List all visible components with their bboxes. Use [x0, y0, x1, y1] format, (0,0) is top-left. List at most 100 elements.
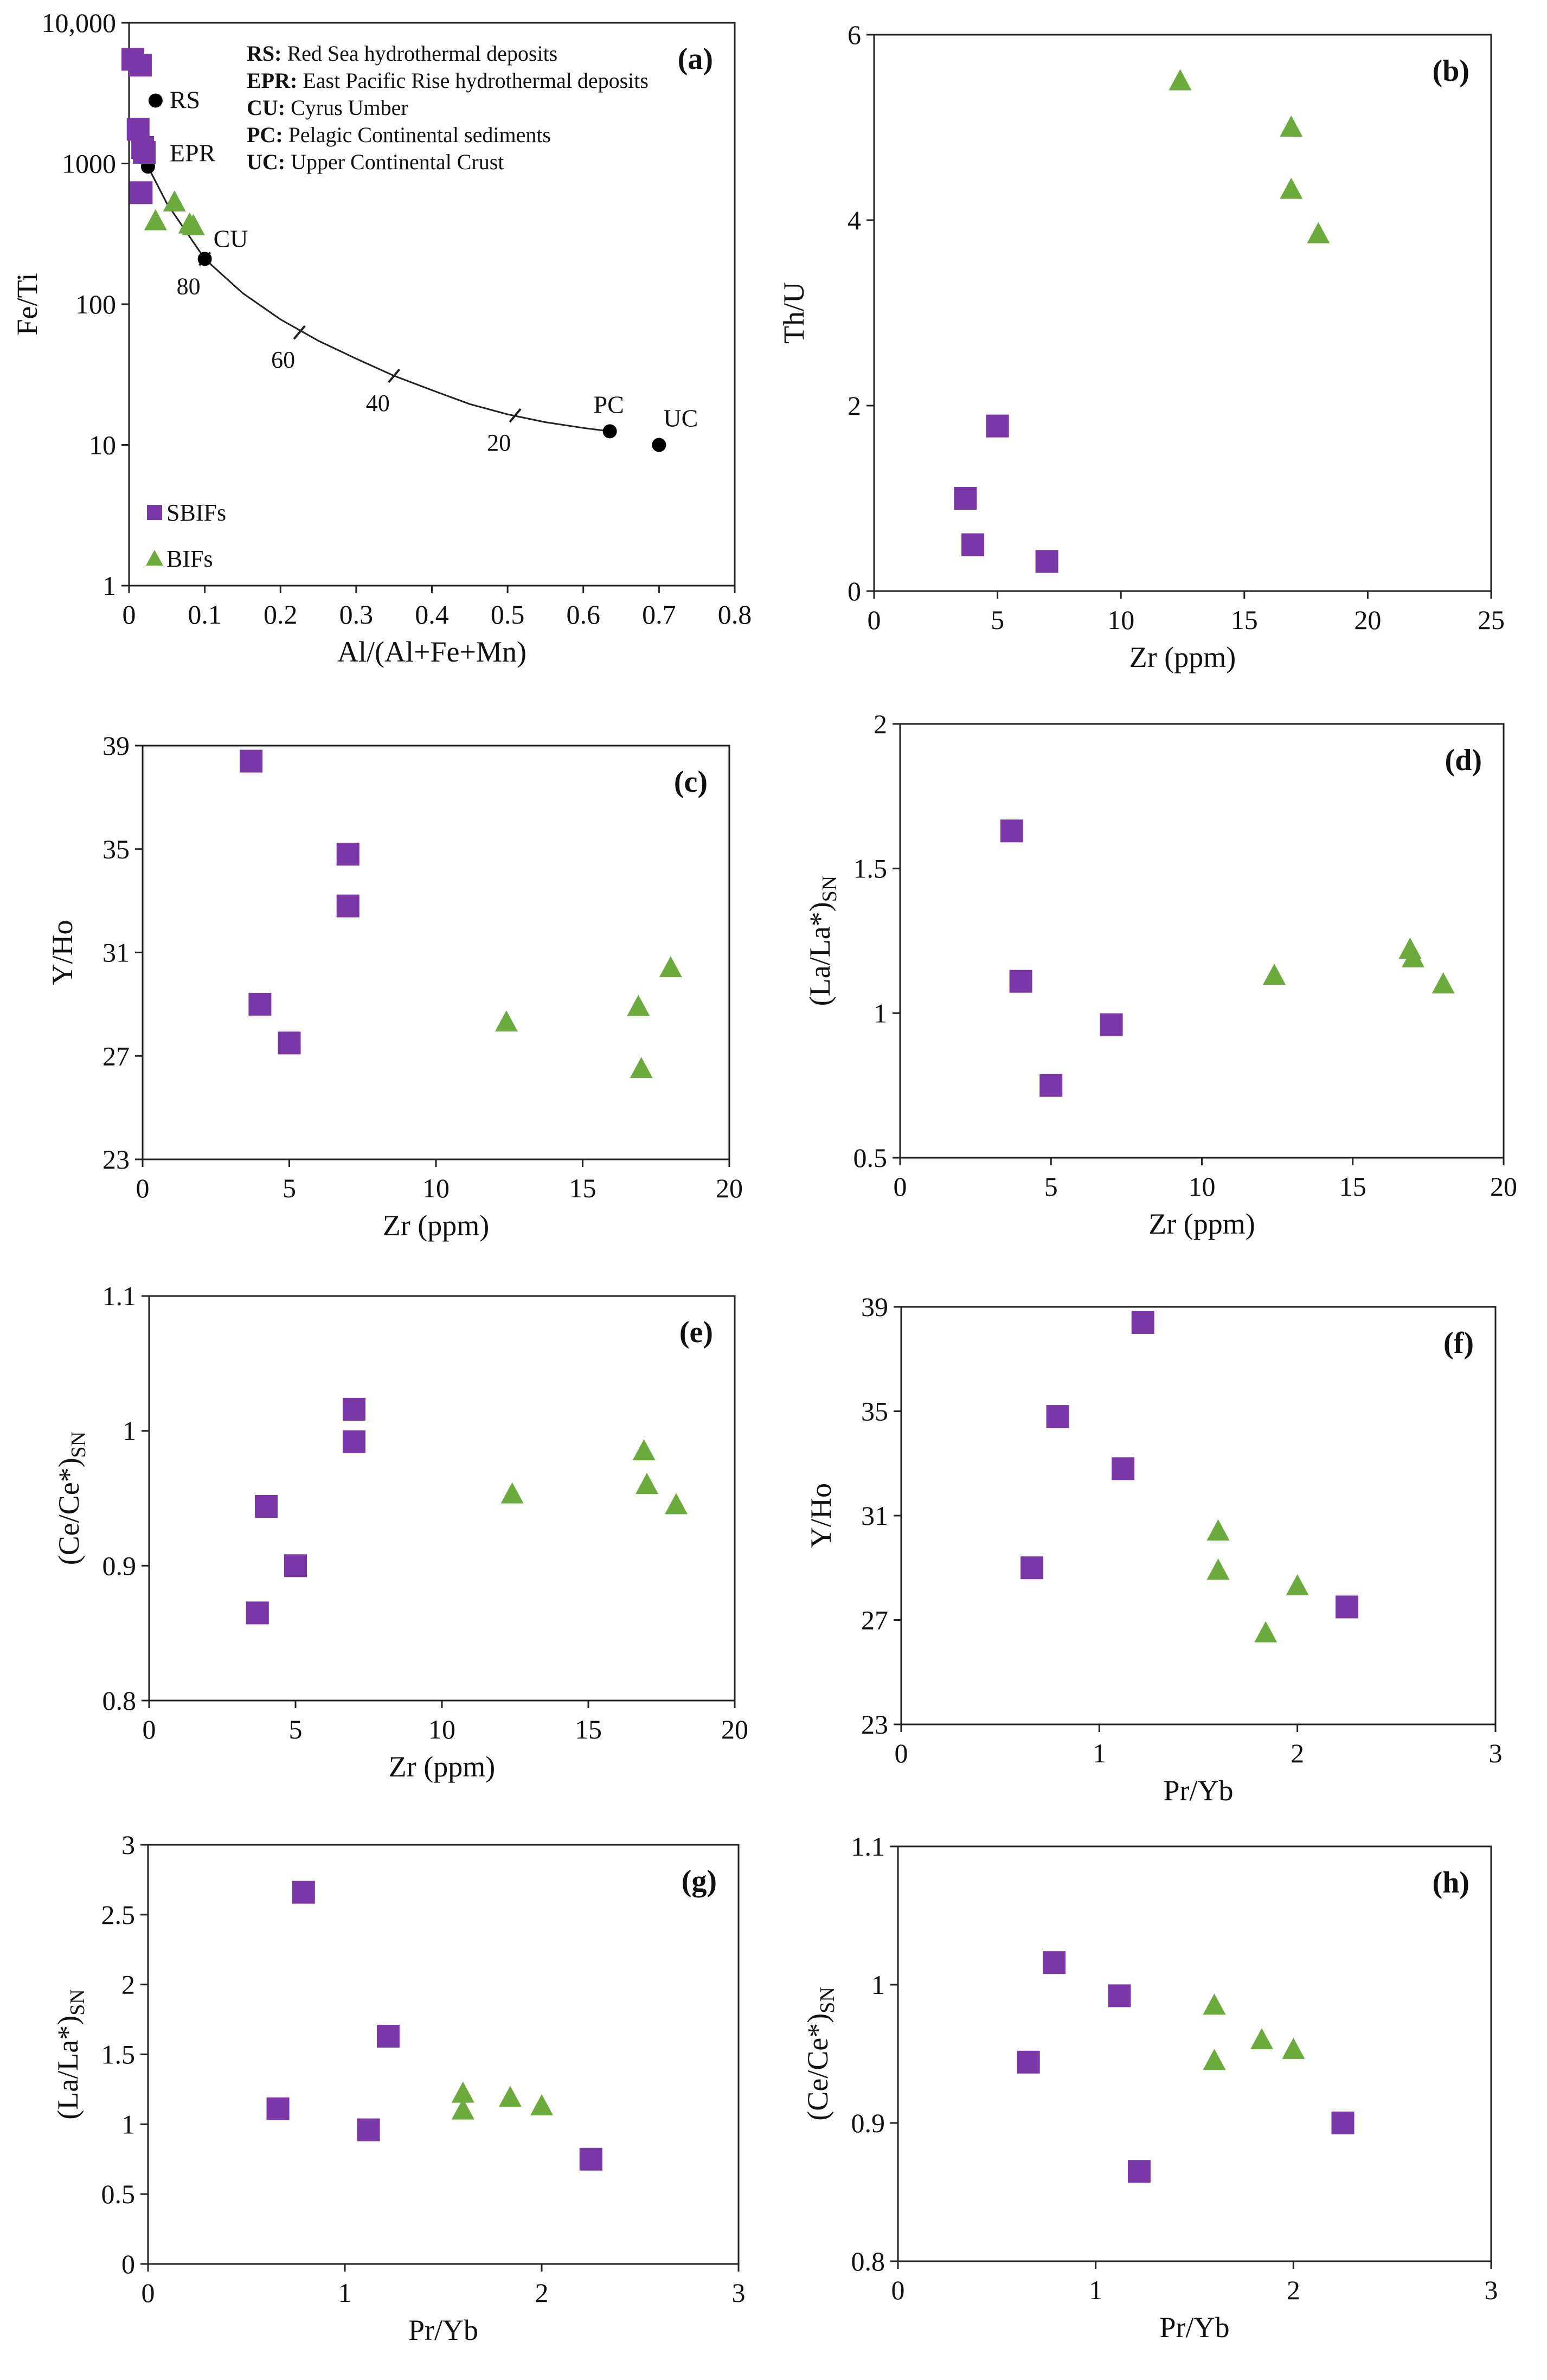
- bif-point: [1203, 1993, 1226, 2015]
- x-tick-label: 15: [569, 1173, 596, 1203]
- curve-mark-label: 80: [177, 273, 201, 299]
- y-axis-title: Y/Ho: [805, 1483, 837, 1548]
- definition-line: RS: Red Sea hydrothermal deposits: [247, 41, 557, 66]
- x-tick-label: 10: [428, 1714, 455, 1744]
- sbif-point: [376, 2025, 400, 2048]
- y-tick-label: 23: [102, 1144, 130, 1175]
- sbif-point: [1039, 1074, 1063, 1097]
- y-tick-label: 3: [121, 1830, 135, 1860]
- y-tick-label: 1: [874, 998, 887, 1028]
- sbif-point: [278, 1031, 301, 1055]
- bif-point: [1307, 222, 1330, 243]
- x-tick-label: 0: [143, 1714, 156, 1744]
- y-tick-label: 0.9: [851, 2108, 885, 2138]
- sbif-point: [292, 1881, 315, 1904]
- x-tick-label: 0.1: [188, 599, 222, 630]
- bif-point: [636, 1473, 658, 1494]
- y-tick-label: 1: [121, 2109, 135, 2139]
- sbif-point: [336, 843, 360, 866]
- bif-point: [1280, 116, 1303, 137]
- x-tick-label: 0.3: [339, 599, 374, 630]
- bif-point: [1254, 1621, 1278, 1643]
- reference-point-label: CU: [214, 224, 248, 252]
- sbif-point: [1020, 1556, 1044, 1580]
- sbif-point: [1336, 1595, 1358, 1619]
- y-tick-label: 10,000: [42, 8, 117, 38]
- x-tick-label: 25: [1478, 605, 1505, 635]
- bif-point: [530, 2094, 553, 2115]
- bif-point: [495, 1010, 518, 1032]
- plot-frame: [148, 1295, 736, 1702]
- panel-b: 0 5 10 15 20 25 0 2 4 6 Zr (ppm) Th/U (b): [778, 20, 1505, 673]
- x-tick-label: 15: [1339, 1171, 1366, 1202]
- x-axis-title: Zr (ppm): [389, 1750, 495, 1783]
- x-tick-label: 0: [894, 1171, 907, 1202]
- sbif-point: [1127, 2160, 1151, 2183]
- bif-point: [1206, 1558, 1230, 1580]
- x-tick-label: 0.8: [718, 599, 752, 630]
- sbif-point: [343, 1430, 365, 1453]
- sbif-point: [1112, 1457, 1135, 1480]
- y-axis-title: (La/La*)SN: [804, 876, 841, 1006]
- x-tick-label: 10: [1107, 605, 1134, 635]
- x-tick-label: 20: [716, 1173, 743, 1203]
- y-tick-label: 31: [861, 1500, 888, 1531]
- sbif-point: [255, 1494, 278, 1518]
- panel-tag: (g): [682, 1864, 717, 1898]
- curve-tick: [509, 408, 522, 423]
- panel-h: 0 1 2 3 0.8 0.9 1 1.1 Pr/Yb (Ce/Ce*)SN (h): [801, 1831, 1498, 2344]
- bif-point: [630, 1057, 653, 1079]
- y-tick-label: 2: [121, 1970, 135, 2000]
- y-axis-title: (La/La*)SN: [52, 1989, 89, 2119]
- plot-frame: [147, 1844, 740, 2265]
- sbif-point: [1043, 1951, 1066, 1974]
- panel-tag: (f): [1443, 1326, 1474, 1360]
- definition-line: EPR: East Pacific Rise hydrothermal depo…: [247, 68, 649, 93]
- x-tick-label: 2: [1291, 1738, 1304, 1768]
- x-axis-title: Pr/Yb: [1163, 1774, 1233, 1807]
- bif-point: [1282, 2037, 1305, 2059]
- panel-g: 0 1 2 3 0 0.5 1 1.5 2 2.5 3 Pr/Yb (La/La*)SN (g): [52, 1830, 746, 2346]
- y-tick-label: 2: [874, 709, 887, 739]
- y-tick-label: 27: [102, 1041, 130, 1071]
- x-tick-label: 0: [136, 1173, 150, 1203]
- y-axis-title: (Ce/Ce*)SN: [53, 1432, 90, 1566]
- y-tick-label: 100: [75, 289, 116, 319]
- x-tick-label: 3: [1485, 2275, 1498, 2305]
- plot-frame: [897, 1845, 1492, 2262]
- bif-point: [1280, 177, 1303, 199]
- y-tick-label: 1: [102, 570, 116, 601]
- bif-point: [1169, 69, 1192, 91]
- panel-a: 0 0.1 0.2 0.3 0.4 0.5 0.6 0.7 0.8 1 10 100 1000 10,00…: [11, 8, 752, 668]
- sbif-point: [284, 1554, 307, 1577]
- reference-point-label: RS: [170, 86, 200, 113]
- x-axis-title: Pr/Yb: [408, 2314, 478, 2346]
- y-tick-label: 0.5: [853, 1143, 888, 1173]
- panel-d: 0 5 10 15 20 0.5 1 1.5 2 Zr (ppm) (La/La*)SN (d): [804, 709, 1517, 1240]
- reference-point-label: PC: [593, 390, 624, 418]
- x-tick-label: 20: [721, 1714, 748, 1744]
- x-tick-label: 0: [895, 1738, 908, 1768]
- x-tick-label: 2: [535, 2278, 549, 2308]
- y-tick-label: 39: [861, 1292, 888, 1322]
- bif-point: [451, 2098, 474, 2120]
- x-tick-label: 2: [1287, 2275, 1300, 2305]
- sbif-point: [132, 140, 156, 164]
- x-tick-label: 0.6: [567, 599, 601, 630]
- panel-tag: (c): [674, 765, 708, 799]
- curve-tick: [293, 325, 306, 340]
- plot-frame: [899, 723, 1505, 1159]
- sbif-point: [240, 749, 263, 773]
- panel-c: 0 5 10 15 20 23 27 31 35 39 Zr (ppm) Y/Ho (c): [46, 730, 743, 1242]
- bif-point: [144, 209, 167, 230]
- sbif-point: [1035, 550, 1058, 573]
- sbif-point: [246, 1601, 269, 1625]
- legend-label: SBIFs: [166, 499, 226, 526]
- curve-tick: [388, 368, 401, 383]
- x-tick-label: 5: [283, 1173, 296, 1203]
- bif-point: [163, 190, 186, 212]
- sbif-point: [961, 533, 985, 556]
- plot-frame: [900, 1306, 1497, 1725]
- bif-point: [498, 2086, 522, 2107]
